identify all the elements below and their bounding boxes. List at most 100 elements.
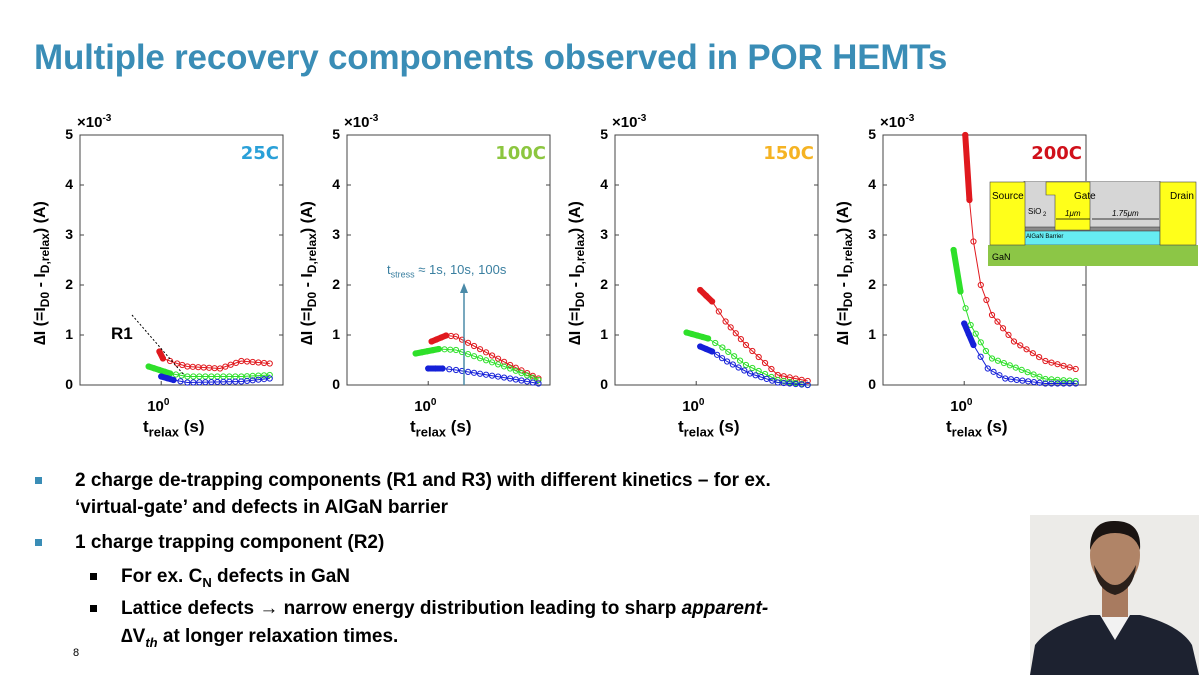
subscript: th [145,634,158,650]
r1-label: R1 [111,324,133,343]
data-point [249,358,256,366]
text: stress [390,269,415,280]
dense-early-points [156,348,166,362]
text: ) (A) [835,201,852,234]
text: D,relax [573,233,588,274]
subscript: N [202,574,212,590]
data-point [446,366,453,373]
text: t [143,417,149,436]
y-tick-label: 1 [868,326,876,342]
data-point [518,377,525,384]
series-2 [697,343,811,389]
chart-title: 200C [1031,143,1082,164]
y-axis-label: ∆I (=ID0 - ID,relax) (A) [32,201,52,345]
data-point [780,377,787,385]
drain-label: Drain [1170,191,1194,202]
chart-100C: 0 1 2 3 4 5 100 ×10-3 trelax (s) ∆I (=ID0 - ID,re… [277,110,551,450]
data-point [488,352,496,359]
data-point [742,361,750,369]
data-point [208,378,215,386]
source-label: Source [992,191,1024,202]
x-tick-label: 100 [147,397,169,415]
data-point [482,371,490,378]
data-point [1060,377,1067,384]
data-point [1042,380,1049,387]
data-point [715,308,722,315]
data-point [703,292,710,299]
data-point [507,375,514,382]
presenter-video [1030,515,1199,675]
plot-area [79,134,284,386]
series-2 [961,320,1079,387]
y-tick-label: 2 [65,276,73,292]
axes-frame [614,134,819,386]
data-point [786,374,793,381]
data-point [1066,364,1073,371]
data-point [804,377,811,385]
tstress-label: tstress ≈ 1s, 10s, 100s [387,262,506,280]
data-point [719,344,726,351]
data-point [1048,376,1055,383]
dense-early-points [962,132,973,203]
gan [988,245,1198,266]
data-point [988,355,996,362]
data-point [464,368,472,375]
y-tick-label: 5 [332,126,340,142]
text: -3 [102,113,112,124]
text: D0 [38,291,53,308]
data-point [482,357,490,364]
text: ×10 [77,114,103,131]
text: -3 [369,113,379,124]
text: relax [951,424,983,440]
data-point [501,374,508,381]
series-0 [962,131,1079,373]
y-tick-label: 4 [332,176,340,192]
text: t [678,417,684,436]
data-point [172,371,180,378]
data-point [535,380,542,387]
data-point [266,371,273,379]
y-axis-label: ∆I (=ID0 - ID,relax) (A) [567,201,587,345]
data-point [712,339,719,347]
data-point [735,364,742,371]
data-point [227,361,234,368]
data-point [494,373,502,380]
data-point [703,345,710,353]
data-point [984,365,991,372]
data-point [518,370,525,377]
data-point [966,196,973,204]
data-point [737,336,744,343]
data-point [683,329,690,336]
data-point [1006,362,1013,369]
data-point [150,365,158,372]
data-point [159,355,167,362]
data-point [1030,378,1038,386]
data-point [977,353,984,360]
data-point [441,346,448,353]
x-tick-label: 100 [414,397,436,415]
y-tick-label: 3 [65,226,73,242]
data-point [798,381,805,388]
y-multiplier: ×10-3 [344,113,378,131]
x-tick-label: 100 [950,397,972,415]
y-tick-label: 4 [868,176,876,192]
data-point [780,379,787,387]
data-point [494,355,502,362]
data-point [1036,379,1043,386]
data-point [439,365,446,372]
data-point [222,363,229,370]
y-multiplier: ×10-3 [77,113,111,131]
tick-base: 10 [414,398,431,415]
gate-label: Gate [1074,191,1096,202]
text: -3 [637,113,647,124]
data-point [216,365,224,372]
data-point [709,348,716,355]
data-point [994,318,1001,325]
text: ∆I (=I [835,307,852,345]
data-point [266,375,273,382]
data-point [238,357,245,365]
data-point [488,372,496,379]
data-point [746,370,754,377]
data-point [418,349,425,356]
y-tick-label: 2 [600,276,608,292]
